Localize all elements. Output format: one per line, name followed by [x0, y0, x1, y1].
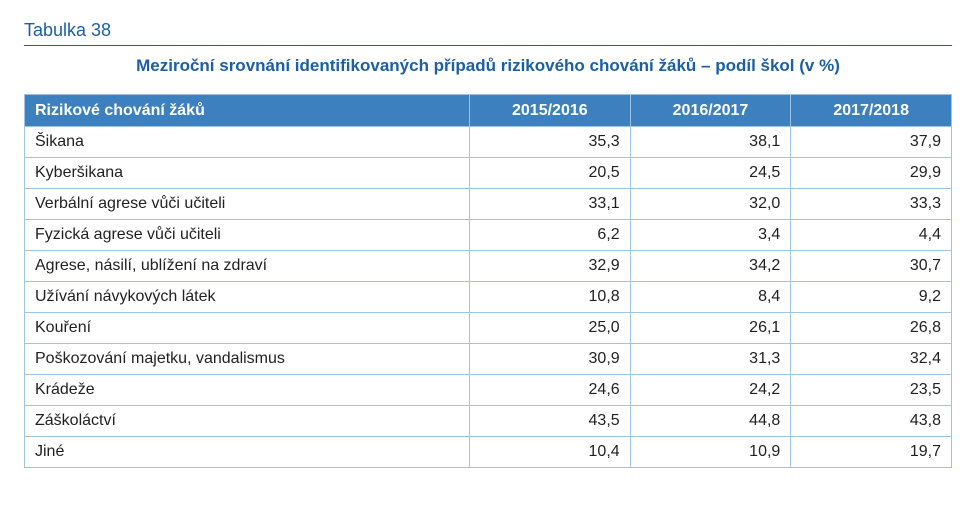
row-label: Užívání návykových látek	[25, 282, 470, 313]
cell: 43,8	[791, 406, 952, 437]
cell: 32,9	[470, 251, 631, 282]
cell: 35,3	[470, 127, 631, 158]
cell: 10,9	[630, 437, 791, 468]
table-row: Kouření 25,0 26,1 26,8	[25, 313, 952, 344]
table-row: Krádeže 24,6 24,2 23,5	[25, 375, 952, 406]
table-row: Agrese, násilí, ublížení na zdraví 32,9 …	[25, 251, 952, 282]
cell: 30,7	[791, 251, 952, 282]
cell: 8,4	[630, 282, 791, 313]
cell: 20,5	[470, 158, 631, 189]
cell: 34,2	[630, 251, 791, 282]
col-header-y1: 2015/2016	[470, 95, 631, 127]
cell: 32,0	[630, 189, 791, 220]
cell: 3,4	[630, 220, 791, 251]
risk-behavior-table: Rizikové chování žáků 2015/2016 2016/201…	[24, 94, 952, 468]
cell: 29,9	[791, 158, 952, 189]
table-row: Jiné 10,4 10,9 19,7	[25, 437, 952, 468]
cell: 24,2	[630, 375, 791, 406]
col-header-label: Rizikové chování žáků	[25, 95, 470, 127]
cell: 23,5	[791, 375, 952, 406]
label-rule	[24, 45, 952, 46]
row-label: Jiné	[25, 437, 470, 468]
cell: 33,3	[791, 189, 952, 220]
table-row: Fyzická agrese vůči učiteli 6,2 3,4 4,4	[25, 220, 952, 251]
table-row: Šikana 35,3 38,1 37,9	[25, 127, 952, 158]
cell: 26,1	[630, 313, 791, 344]
table-row: Poškozování majetku, vandalismus 30,9 31…	[25, 344, 952, 375]
table-label: Tabulka 38	[24, 20, 952, 41]
cell: 24,6	[470, 375, 631, 406]
row-label: Agrese, násilí, ublížení na zdraví	[25, 251, 470, 282]
cell: 32,4	[791, 344, 952, 375]
cell: 24,5	[630, 158, 791, 189]
table-title: Meziroční srovnání identifikovaných příp…	[24, 56, 952, 76]
cell: 25,0	[470, 313, 631, 344]
row-label: Kouření	[25, 313, 470, 344]
table-row: Verbální agrese vůči učiteli 33,1 32,0 3…	[25, 189, 952, 220]
cell: 19,7	[791, 437, 952, 468]
row-label: Krádeže	[25, 375, 470, 406]
row-label: Verbální agrese vůči učiteli	[25, 189, 470, 220]
table-header-row: Rizikové chování žáků 2015/2016 2016/201…	[25, 95, 952, 127]
table-row: Kyberšikana 20,5 24,5 29,9	[25, 158, 952, 189]
cell: 6,2	[470, 220, 631, 251]
cell: 10,4	[470, 437, 631, 468]
cell: 4,4	[791, 220, 952, 251]
cell: 38,1	[630, 127, 791, 158]
row-label: Fyzická agrese vůči učiteli	[25, 220, 470, 251]
cell: 44,8	[630, 406, 791, 437]
row-label: Poškozování majetku, vandalismus	[25, 344, 470, 375]
col-header-y2: 2016/2017	[630, 95, 791, 127]
cell: 33,1	[470, 189, 631, 220]
col-header-y3: 2017/2018	[791, 95, 952, 127]
cell: 43,5	[470, 406, 631, 437]
cell: 9,2	[791, 282, 952, 313]
row-label: Šikana	[25, 127, 470, 158]
table-body: Šikana 35,3 38,1 37,9 Kyberšikana 20,5 2…	[25, 127, 952, 468]
cell: 26,8	[791, 313, 952, 344]
cell: 37,9	[791, 127, 952, 158]
row-label: Kyberšikana	[25, 158, 470, 189]
row-label: Záškoláctví	[25, 406, 470, 437]
table-row: Záškoláctví 43,5 44,8 43,8	[25, 406, 952, 437]
cell: 30,9	[470, 344, 631, 375]
cell: 31,3	[630, 344, 791, 375]
cell: 10,8	[470, 282, 631, 313]
table-row: Užívání návykových látek 10,8 8,4 9,2	[25, 282, 952, 313]
